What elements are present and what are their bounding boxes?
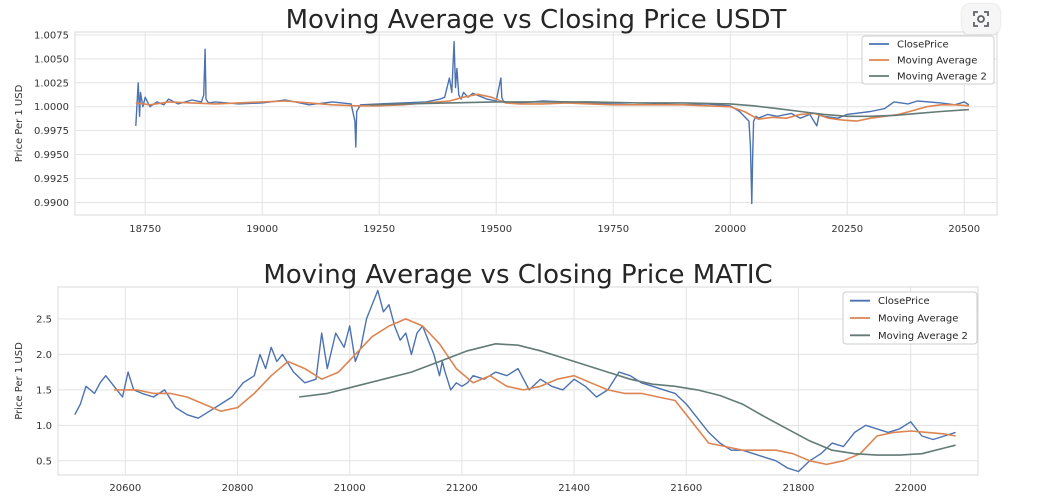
chart-1: 18750 19000 19250 19500 19750 20000 20250 20500… <box>14 5 998 235</box>
y-tick-label: 1.5 <box>36 385 52 396</box>
legend-label: ClosePrice <box>897 40 949 51</box>
lens-icon <box>973 11 989 27</box>
x-tick-label: 19250 <box>363 224 395 235</box>
series-line-closeprice <box>74 289 956 473</box>
x-tick-label: 21400 <box>558 483 590 494</box>
plot-area <box>57 286 979 476</box>
y-tick-label: 0.9925 <box>34 174 69 185</box>
series-line-moving-average <box>135 93 969 122</box>
plot-area <box>74 31 998 216</box>
legend-box <box>861 35 995 85</box>
legend-label: Moving Average <box>897 56 977 67</box>
x-tick-label: 21000 <box>334 483 366 494</box>
legend: ClosePrice Moving Average Moving Average 2 <box>842 291 978 345</box>
y-tick-label: 1.0050 <box>34 54 69 65</box>
x-tick-label: 22000 <box>895 483 927 494</box>
series-line-moving-average <box>114 318 956 466</box>
x-tick-label: 19750 <box>597 224 629 235</box>
y-axis-label: Price Per 1 USD <box>14 84 25 162</box>
x-tick-label: 20500 <box>948 224 980 235</box>
legend-label: ClosePrice <box>878 296 930 307</box>
series-line-moving-average-2 <box>299 342 956 456</box>
legend-label: Moving Average <box>878 314 958 325</box>
y-tick-label: 0.9975 <box>34 126 69 137</box>
x-tick-label: 21600 <box>670 483 702 494</box>
y-tick-label: 2.5 <box>36 314 52 325</box>
y-tick-label: 1.0025 <box>34 78 69 89</box>
legend: ClosePrice Moving Average Moving Average 2 <box>861 35 995 85</box>
x-tick-label: 20600 <box>109 483 141 494</box>
y-tick-label: 1.0075 <box>34 30 69 41</box>
legend-box <box>842 291 978 345</box>
series-line-closeprice <box>135 40 970 205</box>
legend-label: Moving Average 2 <box>897 72 987 83</box>
y-tick-label: 0.9900 <box>34 198 69 209</box>
y-tick-label: 0.5 <box>36 456 52 467</box>
y-tick-label: 1.0 <box>36 421 52 432</box>
lens-button[interactable] <box>962 4 1000 34</box>
y-tick-label: 2.0 <box>36 350 52 361</box>
chart-2: 20600 20800 21000 21200 21400 21600 21800 22000… <box>14 260 979 494</box>
x-tick-label: 19000 <box>246 224 278 235</box>
x-tick-label: 21800 <box>783 483 815 494</box>
x-tick-label: 20800 <box>222 483 254 494</box>
x-tick-label: 18750 <box>129 224 161 235</box>
y-axis-label: Price Per 1 USD <box>14 342 25 420</box>
y-tick-label: 1.0000 <box>34 102 69 113</box>
x-tick-label: 19500 <box>480 224 512 235</box>
chart-title: Moving Average vs Closing Price USDT <box>286 5 787 35</box>
chart-title: Moving Average vs Closing Price MATIC <box>263 260 772 290</box>
x-tick-label: 20250 <box>831 224 863 235</box>
series-line-moving-average-2 <box>369 101 969 118</box>
legend-label: Moving Average 2 <box>878 331 968 342</box>
x-tick-label: 20000 <box>714 224 746 235</box>
x-tick-label: 21200 <box>446 483 478 494</box>
y-tick-label: 0.9950 <box>34 150 69 161</box>
